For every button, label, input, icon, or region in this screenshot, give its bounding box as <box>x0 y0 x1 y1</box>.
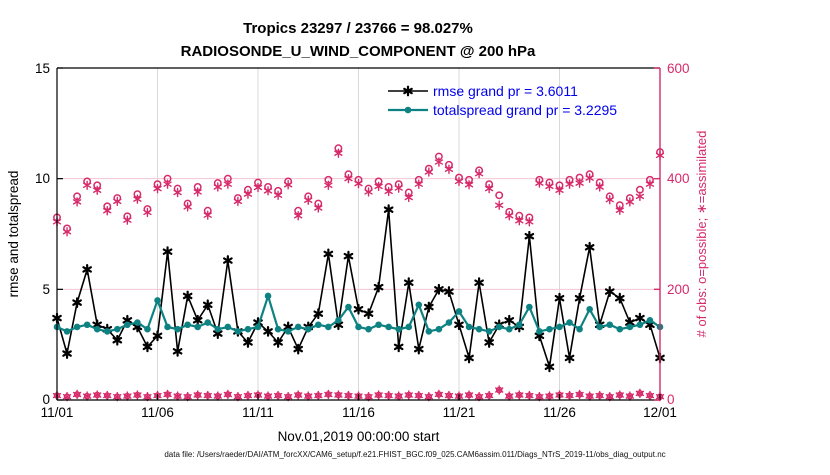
rejected-markers <box>52 385 665 402</box>
y-axis-label-right: # of obs: o=possible; ∗=assimilated <box>694 131 709 338</box>
series-layer <box>52 144 665 402</box>
axes-layer <box>56 67 661 401</box>
y-tick-right-0: 0 <box>667 392 675 407</box>
y-tick-right-200: 200 <box>667 282 690 297</box>
y-tick-left-10: 10 <box>35 171 50 186</box>
legend-label-totalspread: totalspread grand pr = 3.2295 <box>433 102 617 118</box>
grid-layer <box>57 68 660 400</box>
x-tick-1116: 11/16 <box>342 405 375 420</box>
x-tick-1101: 11/01 <box>41 405 74 420</box>
totalspread-markers <box>53 292 664 335</box>
y-axis-label-left: rmse and totalspread <box>6 171 21 298</box>
legend-sample-layer <box>388 85 428 114</box>
x-tick-1111: 11/11 <box>242 405 274 420</box>
x-tick-1201: 12/01 <box>643 405 677 420</box>
y-tick-right-600: 600 <box>667 61 690 76</box>
y-tick-left-5: 5 <box>42 282 50 297</box>
x-tick-1126: 11/26 <box>543 405 576 420</box>
assimilated-markers <box>52 148 665 237</box>
legend-totalspread-sample-marker <box>404 106 412 114</box>
x-tick-1121: 11/21 <box>443 405 476 420</box>
x-axis-label: Nov.01,2019 00:00:00 start <box>278 429 440 444</box>
y-tick-left-0: 0 <box>42 392 50 407</box>
y-tick-right-400: 400 <box>667 171 690 186</box>
rmse-markers <box>52 204 665 373</box>
chart-subtitle: RADIOSONDE_U_WIND_COMPONENT @ 200 hPa <box>181 43 536 60</box>
data-file-path: data file: /Users/raeder/DAI/ATM_forcXX/… <box>164 450 665 459</box>
legend-label-rmse: rmse grand pr = 3.6011 <box>433 83 578 99</box>
y-tick-left-15: 15 <box>35 61 50 76</box>
chart-title: Tropics 23297 / 23766 = 98.027% <box>243 20 473 37</box>
x-tick-1106: 11/06 <box>141 405 174 420</box>
